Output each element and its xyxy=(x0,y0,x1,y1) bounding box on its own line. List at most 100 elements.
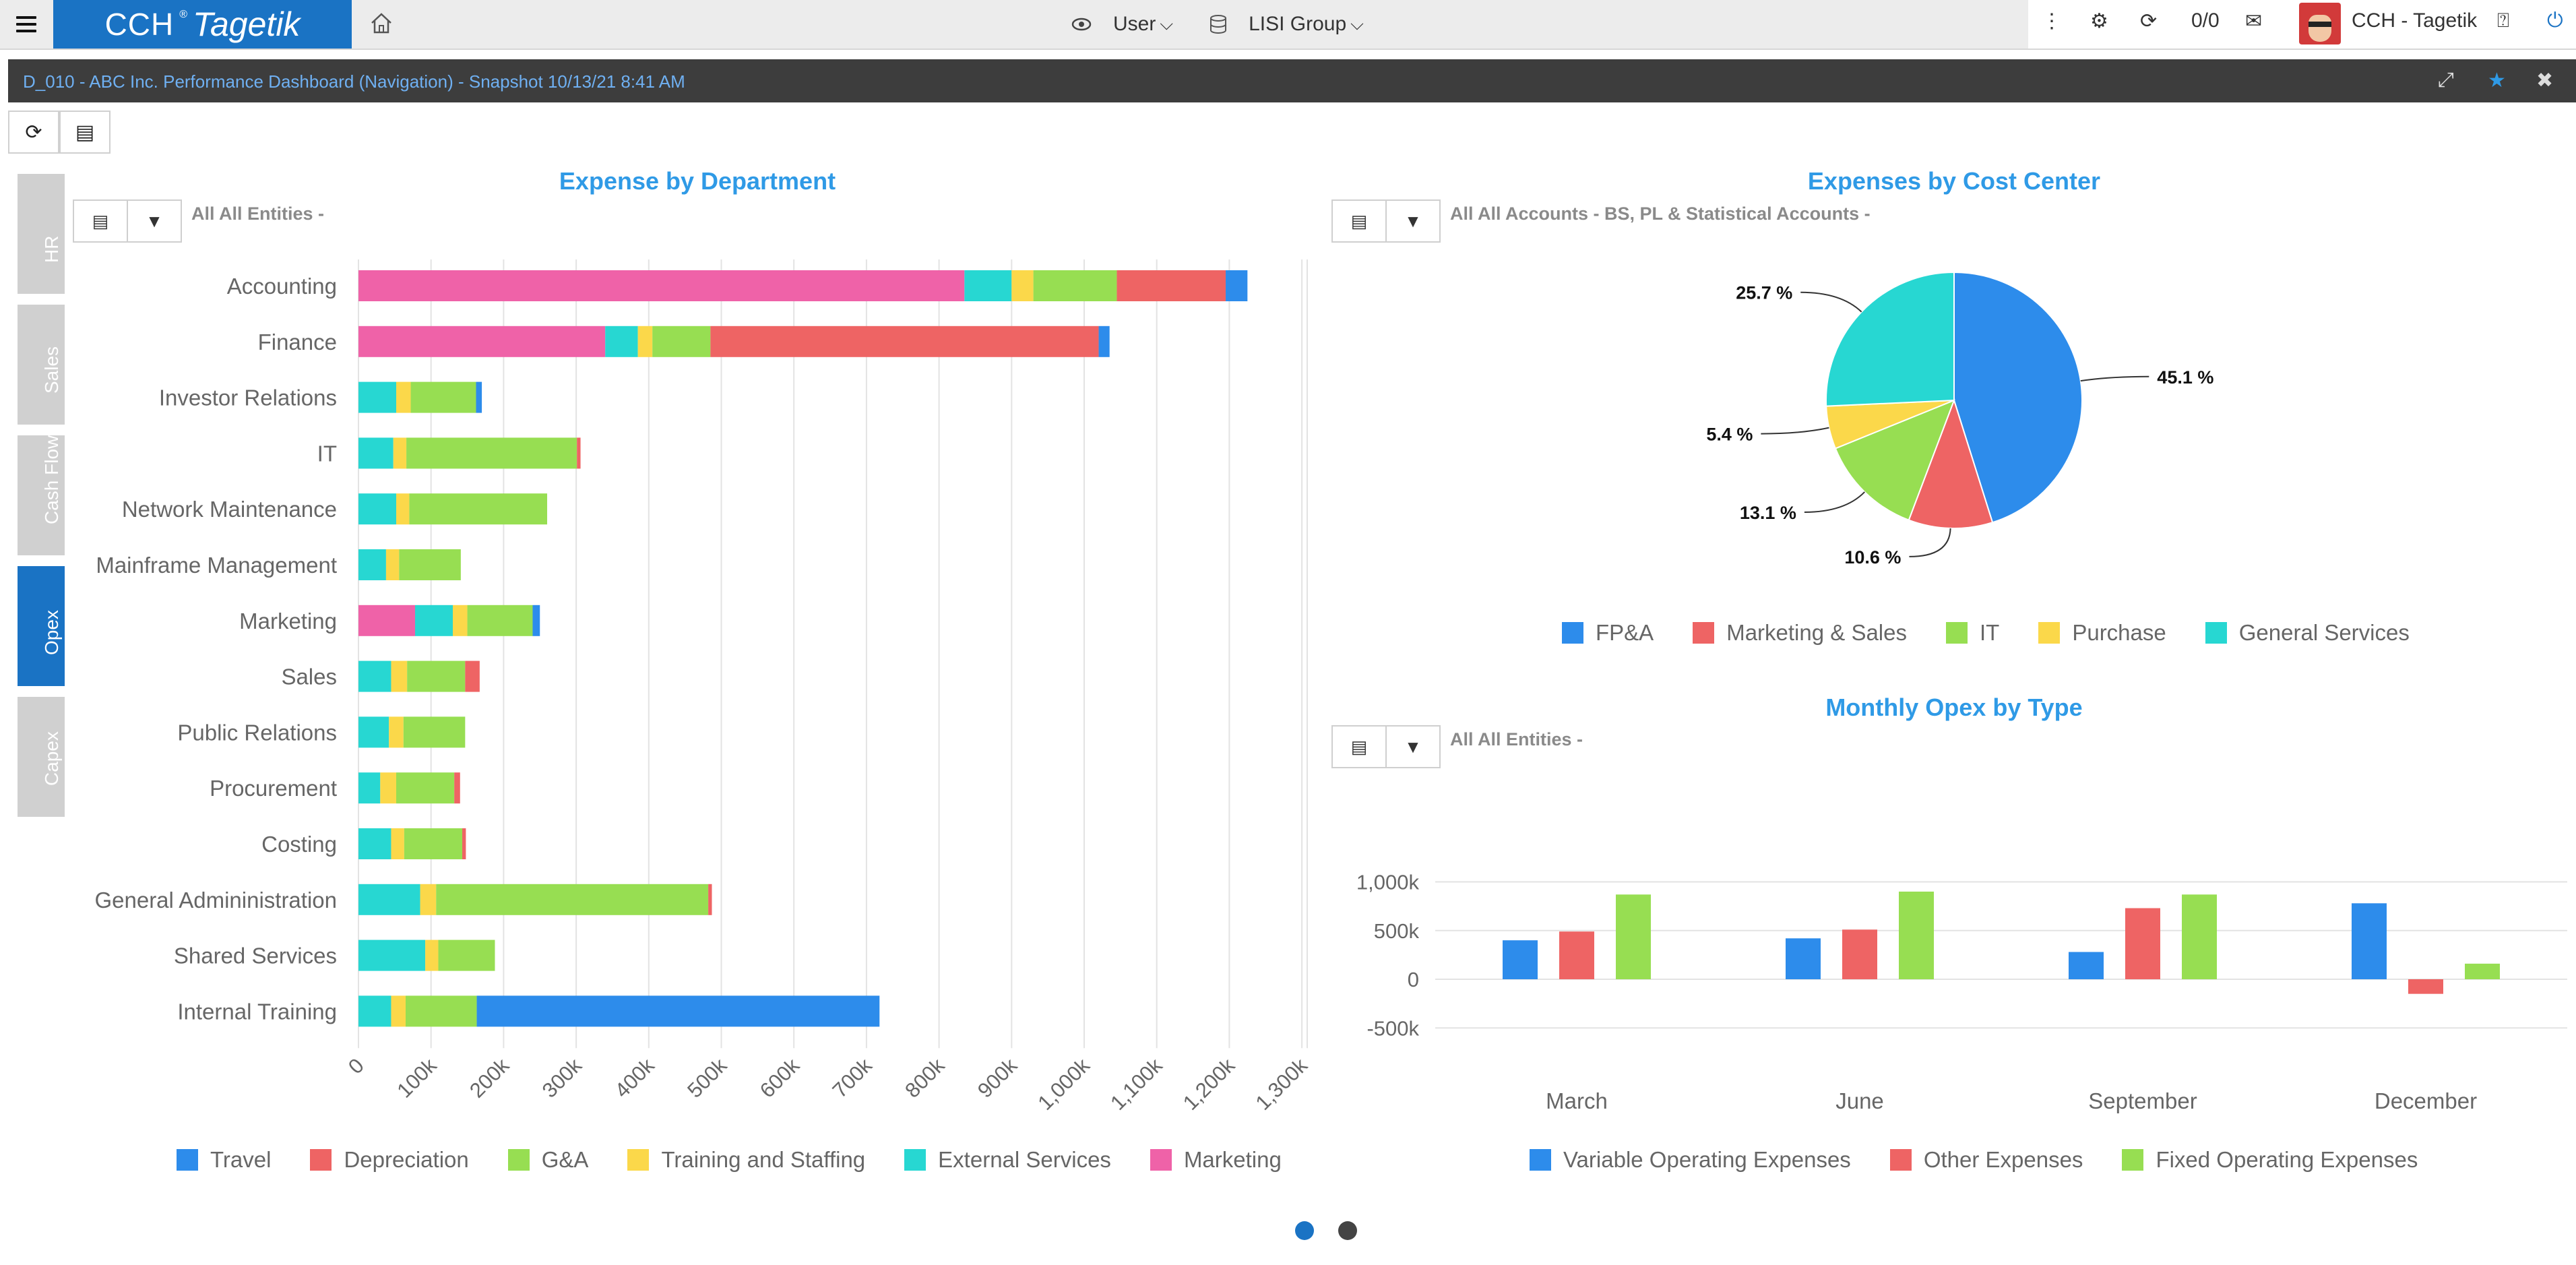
legend-swatch xyxy=(1946,622,1968,644)
pie-connector xyxy=(1800,291,1862,313)
avatar[interactable] xyxy=(2299,3,2341,44)
bar-training-and-staffing xyxy=(425,939,439,971)
page-dot-2[interactable] xyxy=(1338,1221,1357,1240)
refresh-button[interactable]: ⟳ xyxy=(8,111,59,154)
bar-other-expenses xyxy=(2125,908,2160,979)
bar-external-services xyxy=(415,605,453,636)
x-tick-label: 700k xyxy=(828,1053,877,1103)
legend-item-general-services[interactable]: General Services xyxy=(2205,620,2410,646)
pie-connector xyxy=(1761,427,1829,435)
legend-item-fixed-operating-expenses[interactable]: Fixed Operating Expenses xyxy=(2122,1147,2418,1173)
bar-training-and-staffing xyxy=(391,828,404,859)
filter-icon[interactable]: ▼ xyxy=(1385,727,1439,767)
bar-g-a xyxy=(409,493,548,525)
chart-options-icon[interactable]: ▤ xyxy=(1350,210,1368,231)
power-icon[interactable]: ⏻ xyxy=(2547,9,2563,32)
bar-external-services xyxy=(605,326,638,357)
expense-dept-filter[interactable]: All All Entities - xyxy=(191,204,325,224)
chart-options-icon[interactable]: ▤ xyxy=(1350,736,1368,757)
expense-dept-title: Expense by Department xyxy=(559,167,836,195)
page-dot-1[interactable] xyxy=(1295,1221,1314,1240)
bar-variable-operating-expenses xyxy=(2352,903,2387,979)
legend-item-training-and-staffing[interactable]: Training and Staffing xyxy=(627,1147,865,1173)
legend-item-it[interactable]: IT xyxy=(1946,620,1999,646)
legend-label: FP&A xyxy=(1596,620,1654,645)
legend-item-external-services[interactable]: External Services xyxy=(904,1147,1111,1173)
bar-other-expenses xyxy=(1842,929,1877,979)
x-category-label: September xyxy=(2088,1088,2197,1113)
bar-variable-operating-expenses xyxy=(1786,938,1821,979)
help-icon[interactable]: ⍰ xyxy=(2497,9,2509,32)
legend-item-purchase[interactable]: Purchase xyxy=(2038,620,2166,646)
expense-dept-legend: Travel Depreciation G&A Training and Staffi… xyxy=(177,1147,1282,1173)
x-tick-label: 1,300k xyxy=(1251,1053,1312,1115)
filter-icon[interactable]: ▼ xyxy=(1385,201,1439,241)
more-vertical-icon[interactable]: ⋮ xyxy=(2042,10,2062,32)
entity-label: LISI Group xyxy=(1249,13,1347,35)
legend-swatch xyxy=(2122,1149,2144,1171)
legend-swatch xyxy=(2038,622,2061,644)
entity-selector[interactable]: LISI Group ⌵ xyxy=(1239,13,1388,36)
x-tick-label: 1,200k xyxy=(1179,1053,1240,1115)
y-category-label: Investor Relations xyxy=(159,385,337,410)
bar-other-expenses xyxy=(2408,979,2443,994)
eye-icon xyxy=(1071,18,1092,31)
export-button[interactable]: ▤ xyxy=(59,111,111,154)
x-tick-label: 0 xyxy=(344,1053,369,1078)
app-logo[interactable]: CCH ® Tagetik xyxy=(53,0,352,49)
legend-item-fp-a[interactable]: FP&A xyxy=(1562,620,1654,646)
legend-label: IT xyxy=(1980,620,2000,645)
x-tick-label: 500k xyxy=(683,1053,732,1103)
legend-item-marketing[interactable]: Marketing xyxy=(1150,1147,1282,1173)
bar-travel xyxy=(1098,326,1110,357)
filter-icon[interactable]: ▼ xyxy=(127,201,181,241)
tab-capex[interactable]: Capex xyxy=(18,697,65,817)
tools-icon[interactable]: ⚙ xyxy=(2090,10,2108,32)
factory-icon: ▤ xyxy=(75,121,95,144)
legend-item-other-expenses[interactable]: Other Expenses xyxy=(1889,1147,2083,1173)
tab-hr[interactable]: HR xyxy=(18,174,65,294)
legend-item-depreciation[interactable]: Depreciation xyxy=(310,1147,469,1173)
home-icon[interactable] xyxy=(369,11,394,35)
pie-data-label: 5.4 % xyxy=(1706,425,1753,445)
process-icon[interactable]: ⟳ xyxy=(2140,10,2158,32)
legend-label: Travel xyxy=(210,1147,272,1172)
user-name[interactable]: CCH - Tagetik xyxy=(2352,9,2478,32)
y-tick-label: 500k xyxy=(1374,919,1420,943)
bar-external-services xyxy=(358,549,386,580)
legend-swatch xyxy=(1889,1149,1912,1171)
bar-depreciation xyxy=(577,437,581,469)
chart-options-icon[interactable]: ▤ xyxy=(92,210,109,231)
close-icon[interactable]: ✖ xyxy=(2536,69,2554,92)
tab-cash-flow[interactable]: Cash Flow xyxy=(18,435,65,555)
x-category-label: June xyxy=(1835,1088,1884,1113)
chevron-down-icon: ⌵ xyxy=(1160,13,1174,34)
bar-training-and-staffing xyxy=(1011,270,1034,301)
legend-item-g-a[interactable]: G&A xyxy=(507,1147,588,1173)
bar-g-a xyxy=(406,995,477,1027)
bar-travel xyxy=(476,995,880,1027)
x-category-label: December xyxy=(2375,1088,2477,1113)
x-tick-label: 200k xyxy=(465,1053,514,1103)
expense-dept-tools: ▤ ▼ xyxy=(73,199,182,243)
bar-external-services xyxy=(358,381,397,413)
legend-item-marketing-sales[interactable]: Marketing & Sales xyxy=(1693,620,1907,646)
user-selector[interactable]: User ⌵ xyxy=(1104,13,1197,36)
cost-center-filter[interactable]: All All Accounts - BS, PL & Statistical … xyxy=(1450,204,1871,224)
tab-sales[interactable]: Sales xyxy=(18,305,65,425)
y-category-label: Finance xyxy=(258,330,337,354)
monthly-opex-chart: 1,000k 500k 0 -500k March June September Decemb… xyxy=(1356,871,2567,1113)
monthly-opex-filter[interactable]: All All Entities - xyxy=(1450,729,1583,749)
y-category-label: General Admininistration xyxy=(94,888,337,913)
favorite-star-icon[interactable]: ★ xyxy=(2488,69,2506,92)
legend-item-travel[interactable]: Travel xyxy=(177,1147,271,1173)
counter-label: 0/0 xyxy=(2191,9,2220,32)
collapse-icon[interactable]: ⤢ xyxy=(2438,69,2454,91)
mail-icon[interactable]: ✉ xyxy=(2245,10,2263,32)
user-label: User xyxy=(1113,13,1156,35)
logo-product: Tagetik xyxy=(193,5,301,43)
bar-training-and-staffing xyxy=(391,995,406,1027)
legend-item-variable-operating-expenses[interactable]: Variable Operating Expenses xyxy=(1530,1147,1851,1173)
menu-icon[interactable] xyxy=(16,13,36,34)
tab-opex[interactable]: Opex xyxy=(18,566,65,686)
